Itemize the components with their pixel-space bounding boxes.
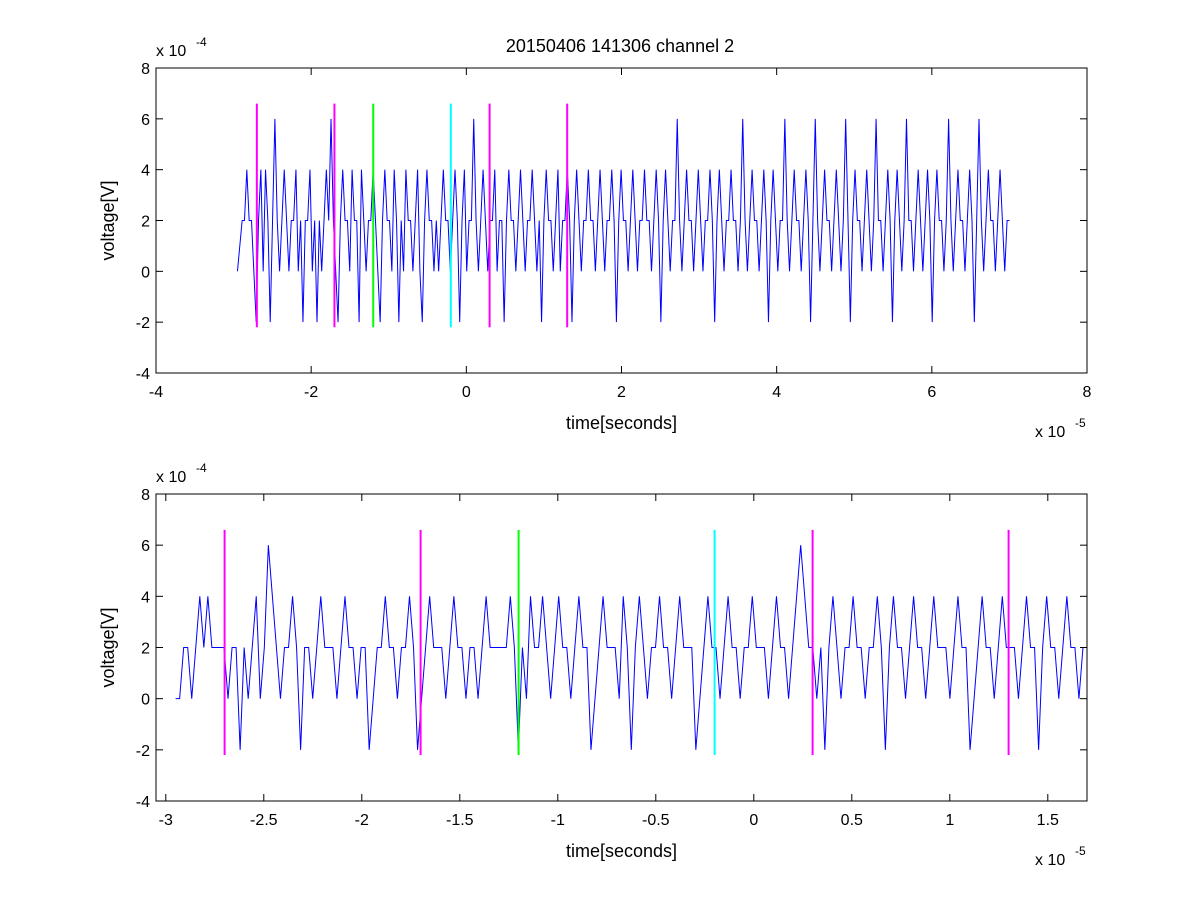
x-tick-label: 1.5 (1037, 812, 1059, 829)
x-axis-label: time[seconds] (566, 841, 677, 861)
bottom-plot: -3 -2.5 -2 -1.5 -1 -0.5 0 0.5 1 1.5 -4 -2 0 2 4 6 8 time[… (98, 461, 1088, 869)
y-tick-label: 8 (141, 61, 150, 78)
x-tick-label: -1 (551, 812, 565, 829)
y-exponent-label: x 10 (156, 43, 186, 60)
y-tick-label: -4 (136, 366, 150, 383)
x-tick-label: -3 (159, 812, 173, 829)
y-tick-label: 8 (141, 487, 150, 504)
y-tick-label: 0 (141, 264, 150, 281)
x-exponent-label: x 10 (1035, 424, 1065, 441)
x-tick-label: -2 (355, 812, 369, 829)
y-tick-label: 6 (141, 538, 150, 555)
y-tick-label: 0 (141, 692, 150, 709)
y-exponent-power: -4 (196, 35, 207, 49)
y-tick-label: -4 (136, 794, 150, 811)
x-axis-label: time[seconds] (566, 413, 677, 433)
y-exponent-power: -4 (196, 461, 207, 475)
y-axis-label: voltage[V] (98, 180, 118, 260)
signal-series-line (236, 118, 1010, 323)
x-tick-label: -1.5 (446, 812, 474, 829)
x-tick-label: 2 (617, 384, 626, 401)
figure-title: 20150406 141306 channel 2 (506, 36, 734, 56)
y-tick-label: 4 (141, 589, 150, 606)
x-tick-label: 0 (462, 384, 471, 401)
x-tick-label: 1 (945, 812, 954, 829)
y-tick-label: 4 (141, 163, 150, 180)
x-exponent-power: -5 (1075, 844, 1086, 858)
x-tick-label: -0.5 (642, 812, 670, 829)
y-tick-label: 6 (141, 112, 150, 129)
top-plot: -4 -2 0 2 4 6 8 -4 -2 0 2 4 6 8 time[seconds] voltage[V… (98, 35, 1092, 441)
x-tick-label: 6 (927, 384, 936, 401)
y-tick-label: 2 (141, 214, 150, 231)
y-tick-label: -2 (136, 743, 150, 760)
y-tick-label: -2 (136, 315, 150, 332)
signal-series-line (175, 545, 1087, 750)
x-tick-label: -2.5 (250, 812, 278, 829)
x-tick-label: 0 (749, 812, 758, 829)
y-tick-label: 2 (141, 641, 150, 658)
y-axis-label: voltage[V] (98, 607, 118, 687)
x-tick-label: -4 (149, 384, 163, 401)
x-exponent-power: -5 (1075, 416, 1086, 430)
y-exponent-label: x 10 (156, 469, 186, 486)
x-exponent-label: x 10 (1035, 852, 1065, 869)
x-tick-label: 4 (772, 384, 781, 401)
x-tick-label: 0.5 (841, 812, 863, 829)
x-tick-label: -2 (304, 384, 318, 401)
x-tick-label: 8 (1083, 384, 1092, 401)
